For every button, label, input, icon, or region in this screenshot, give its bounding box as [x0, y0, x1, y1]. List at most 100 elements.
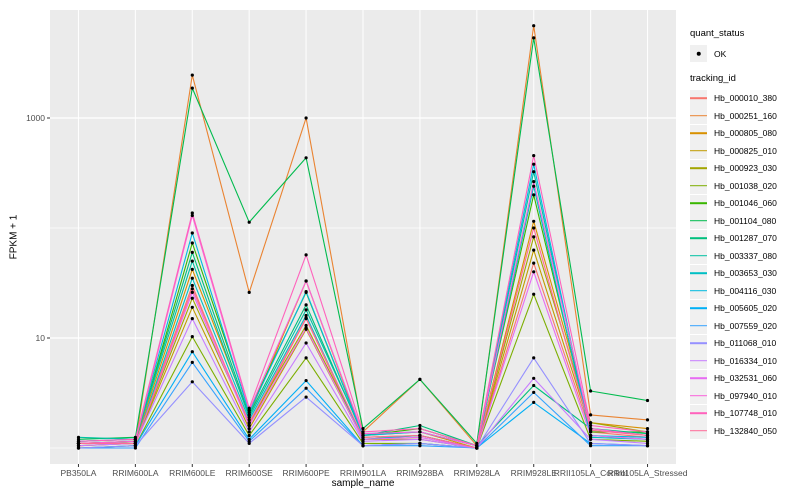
data-point — [589, 389, 593, 393]
data-point — [361, 444, 365, 448]
data-point — [532, 170, 536, 174]
data-point — [190, 213, 194, 218]
legend-key-line — [690, 404, 707, 422]
legend-item: Hb_003337_080 — [690, 247, 798, 265]
data-point — [304, 313, 308, 318]
data-point — [190, 250, 194, 254]
data-point — [589, 421, 593, 425]
legend-title-quant-status: quant_status — [690, 28, 745, 39]
series-color-swatch — [690, 342, 707, 345]
legend-item-label: Hb_000010_380 — [714, 93, 777, 104]
data-point — [532, 226, 536, 230]
x-tick-label: RRIM901LA — [340, 468, 387, 478]
data-point — [190, 360, 194, 364]
data-point — [645, 444, 650, 448]
data-point — [247, 427, 251, 431]
data-point — [418, 423, 422, 428]
data-point — [304, 326, 308, 330]
legend-key-line — [690, 334, 707, 352]
data-point — [190, 86, 194, 90]
legend-key-line — [690, 107, 707, 125]
legend-item-label: Hb_032531_060 — [714, 373, 777, 384]
data-point — [532, 270, 536, 274]
series-color-swatch — [690, 324, 707, 327]
data-point — [76, 441, 81, 445]
legend-item-label: Hb_005605_020 — [714, 303, 777, 314]
legend-item-label: Hb_000805_080 — [714, 128, 777, 139]
x-tick-label: RRIM600LE — [169, 468, 216, 478]
data-point — [532, 162, 536, 166]
legend-item: Hb_003653_030 — [690, 264, 798, 283]
data-point — [532, 376, 536, 380]
point-marker-icon — [696, 51, 701, 56]
data-point — [532, 248, 536, 252]
data-point — [645, 418, 650, 422]
data-point — [247, 421, 251, 425]
data-point — [589, 413, 593, 417]
data-point — [645, 398, 650, 403]
series-color-swatch — [690, 307, 707, 310]
data-point — [304, 379, 308, 383]
series-color-swatch — [690, 167, 707, 170]
legend-item: Hb_132840_050 — [690, 422, 798, 440]
legend-key-line — [690, 264, 707, 282]
legend-item-label: Hb_016334_010 — [714, 355, 777, 366]
data-point — [589, 437, 593, 441]
data-point — [190, 276, 194, 280]
legend-key-line — [690, 142, 707, 160]
legend-key-line — [690, 282, 707, 300]
y-tick-label: 10 — [36, 333, 46, 343]
data-point — [418, 433, 422, 438]
data-point — [76, 444, 81, 448]
x-tick-label: RRIM600PE — [282, 468, 330, 478]
data-point — [304, 156, 308, 160]
series-color-swatch — [690, 97, 707, 100]
data-point — [76, 446, 81, 450]
data-point — [589, 444, 593, 448]
legend-key-line — [690, 177, 707, 195]
legend: quant_status OK tracking_id Hb_000010_38… — [690, 28, 798, 440]
legend-item-label: Hb_001104_080 — [714, 215, 777, 226]
legend-item: Hb_107748_010 — [690, 404, 798, 423]
data-point — [304, 290, 308, 294]
series-color-swatch — [690, 149, 707, 152]
legend-key-line — [690, 317, 707, 335]
data-point — [304, 253, 308, 257]
series-color-swatch — [690, 202, 707, 205]
data-point — [304, 356, 308, 360]
data-point — [645, 441, 650, 445]
x-tick-label: RRII105LA_Control — [554, 468, 628, 478]
x-tick-label: RRIM928LA — [454, 468, 501, 478]
data-point — [133, 441, 137, 445]
legend-spacer — [690, 63, 798, 73]
legend-key-line — [690, 352, 707, 370]
legend-item: Hb_001046_060 — [690, 194, 798, 213]
series-color-swatch — [690, 132, 707, 135]
data-point — [532, 383, 536, 388]
data-point — [304, 386, 308, 390]
legend-item-label: Hb_001046_060 — [714, 198, 777, 209]
legend-item-label: Hb_007559_020 — [714, 320, 777, 331]
data-point — [361, 427, 365, 431]
data-point — [247, 441, 251, 445]
data-point — [190, 380, 194, 384]
data-point — [247, 290, 251, 294]
data-point — [190, 287, 194, 291]
data-point — [304, 323, 308, 328]
series-color-swatch — [690, 219, 707, 222]
data-point — [304, 341, 308, 345]
series-color-swatch — [690, 412, 707, 415]
data-point — [133, 446, 137, 450]
data-point — [190, 317, 194, 321]
legend-item-label: Hb_000251_160 — [714, 110, 777, 121]
data-point — [645, 437, 650, 441]
data-point — [190, 296, 194, 300]
data-point — [190, 267, 194, 271]
data-point — [190, 283, 194, 288]
legend-tracking-id-items: Hb_000010_380 Hb_000251_160 Hb_000805_080 H… — [690, 89, 798, 440]
legend-item: Hb_007559_020 — [690, 317, 798, 335]
legend-title-tracking-id: tracking_id — [690, 72, 736, 84]
legend-item-label: Hb_003653_030 — [714, 268, 777, 279]
legend-item-quant-ok: OK — [690, 45, 798, 63]
